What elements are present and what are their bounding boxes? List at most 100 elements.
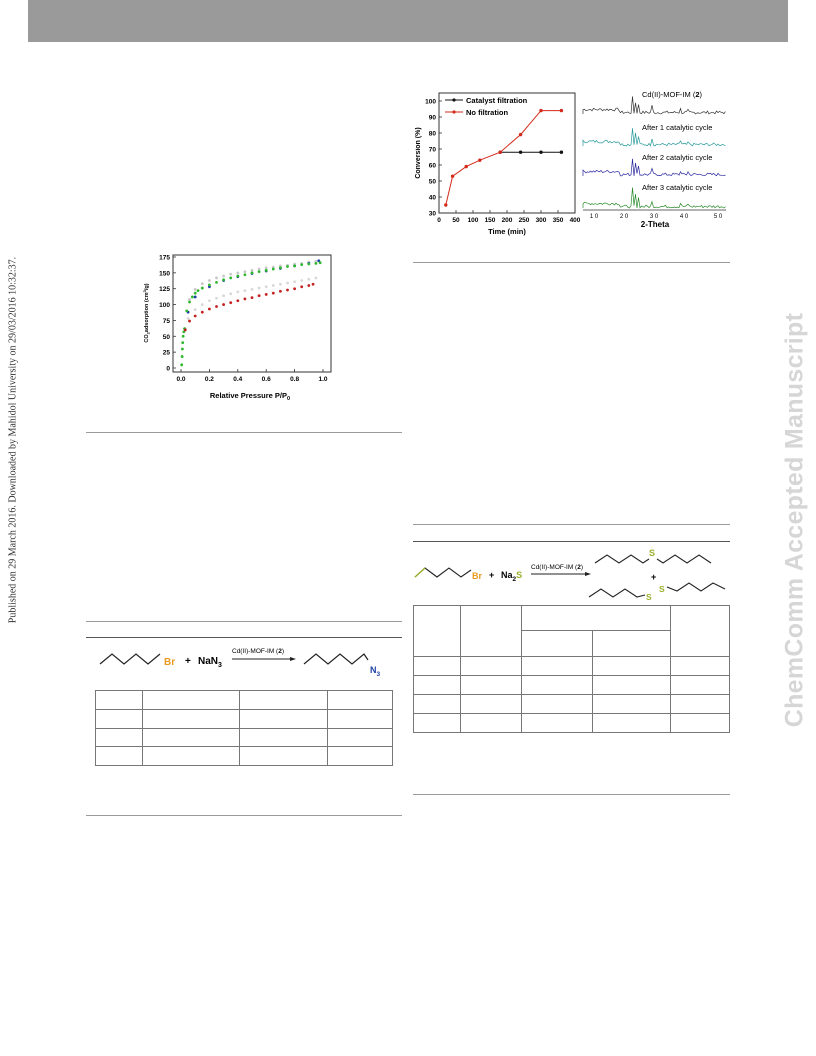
data-point — [279, 289, 282, 293]
y-tick-label: 150 — [159, 270, 170, 277]
sodium-azide: NaN3 — [198, 656, 222, 669]
data-point — [271, 284, 275, 287]
legend-no-filtration: No filtration — [466, 108, 508, 117]
figure-divider-left — [86, 432, 402, 433]
xrd-tick-label: 2 0 — [620, 214, 629, 220]
data-point — [264, 285, 268, 289]
data-point — [250, 268, 254, 272]
data-point — [257, 286, 261, 290]
data-point — [264, 268, 268, 272]
data-point — [229, 276, 233, 280]
co2-x-axis-label: Relative Pressure P/P0 — [210, 391, 290, 402]
sulfide-results-table — [413, 605, 730, 733]
sulfur-atom-b: S — [659, 584, 665, 594]
publication-note-text: Published on 29 March 2016. Downloaded b… — [7, 256, 19, 624]
data-point — [188, 319, 191, 323]
data-point — [229, 272, 233, 276]
disulfide-product-right — [666, 582, 726, 592]
scheme-azide-rule-top — [86, 621, 402, 622]
data-point — [190, 295, 194, 299]
sulfide-product-left — [594, 554, 650, 564]
data-point — [236, 274, 240, 278]
conversion-x-axis-label: Time (min) — [488, 227, 526, 236]
catalyst-label: Cd(II)-MOF-IM (2) — [232, 648, 284, 655]
sodium-sulfide: Na2S — [501, 570, 522, 583]
co2-axes — [172, 254, 332, 373]
scheme-azide-rule-bottom — [86, 637, 402, 638]
data-point — [307, 284, 311, 287]
data-point — [518, 132, 523, 137]
x-tick-label: 300 — [536, 217, 547, 224]
disulfide-product-left — [588, 588, 646, 598]
data-point — [208, 307, 211, 311]
x-tick-label: 0.4 — [233, 376, 242, 383]
y-tick-label: 40 — [429, 195, 437, 202]
xrd-trace-line — [582, 187, 726, 209]
data-point — [193, 287, 197, 291]
y-tick-label: 100 — [159, 302, 170, 309]
sulfur-atom: S — [649, 548, 655, 558]
x-tick-label: 100 — [468, 217, 479, 224]
table-row — [413, 713, 730, 733]
table-row — [413, 656, 730, 676]
xrd-patterns-chart: Cd(II)-MOF-IM (2) After 1 catalytic cycl… — [582, 90, 726, 229]
xrd-label-cycle-3: After 3 catalytic cycle — [642, 183, 712, 192]
data-point — [311, 282, 315, 286]
data-point — [185, 309, 189, 313]
data-point — [317, 259, 321, 263]
scheme-azide-reaction: Br + NaN3 Cd(II)-MOF-IM (2) N3 — [99, 648, 381, 678]
xrd-label-pristine: Cd(II)-MOF-IM (2) — [642, 90, 703, 99]
conversion-series — [444, 108, 564, 207]
plus-sign: + — [489, 570, 494, 580]
data-point — [208, 299, 211, 303]
xrd-tick-label: 4 0 — [680, 214, 689, 220]
x-tick-label: 0.6 — [262, 376, 271, 383]
journal-header-bar — [28, 0, 788, 42]
conversion-legend: Catalyst filtration No filtration — [445, 96, 528, 117]
xrd-tick-label: 5 0 — [714, 214, 723, 220]
data-point — [314, 276, 318, 280]
data-point — [444, 203, 448, 207]
data-point — [286, 265, 289, 268]
data-point — [293, 264, 296, 268]
data-point — [250, 287, 254, 291]
data-point — [264, 293, 268, 296]
publication-note: Published on 29 March 2016. Downloaded b… — [2, 240, 24, 640]
data-point — [559, 108, 564, 113]
watermark-text: ChemComm Accepted Manuscript — [780, 312, 809, 728]
azide-group: N3 — [370, 665, 381, 678]
conversion-y-ticks: 30 40 50 60 70 80 90 100 — [425, 99, 442, 218]
scheme-sulfide-reaction: Br + Na2S Cd(II)-MOF-IM (2) S + S S — [414, 548, 726, 602]
data-point — [518, 150, 523, 154]
data-point — [293, 280, 296, 284]
data-point — [257, 294, 261, 298]
x-tick-label: 0.8 — [290, 376, 299, 383]
series-line — [445, 110, 562, 206]
data-point — [193, 291, 197, 295]
y-tick-label: 100 — [425, 99, 436, 106]
xrd-tick-label: 1 0 — [590, 214, 599, 220]
data-point — [193, 314, 197, 318]
data-point — [279, 282, 282, 286]
data-point — [180, 355, 184, 358]
data-point — [236, 271, 240, 275]
data-point — [186, 317, 190, 320]
data-point — [222, 303, 225, 306]
data-point — [271, 291, 275, 295]
x-tick-label: 0.2 — [205, 376, 214, 383]
y-tick-label: 80 — [429, 131, 437, 138]
bromine-label: Br — [164, 657, 175, 668]
co2-adsorption-chart: 0 25 50 75 100 125 150 175 0.0 0.2 0.4 0.6 0.8 1.0 R… — [142, 254, 332, 402]
conversion-time-chart: 30 40 50 60 70 80 90 100 0 50 100 150 200 250 300 350 4… — [415, 92, 580, 236]
data-point — [222, 278, 225, 282]
accepted-manuscript-watermark: ChemComm Accepted Manuscript — [770, 240, 816, 800]
data-point — [300, 279, 304, 282]
data-point — [300, 263, 304, 267]
xrd-x-ticks: 1 0 2 0 3 0 4 0 5 0 — [590, 214, 723, 220]
co2-x-ticks: 0.0 0.2 0.4 0.6 0.8 1.0 — [176, 369, 328, 383]
data-point — [229, 301, 233, 305]
data-point — [193, 308, 197, 312]
figure-divider-right — [413, 262, 730, 263]
xrd-traces — [582, 96, 726, 209]
data-point — [200, 310, 204, 314]
